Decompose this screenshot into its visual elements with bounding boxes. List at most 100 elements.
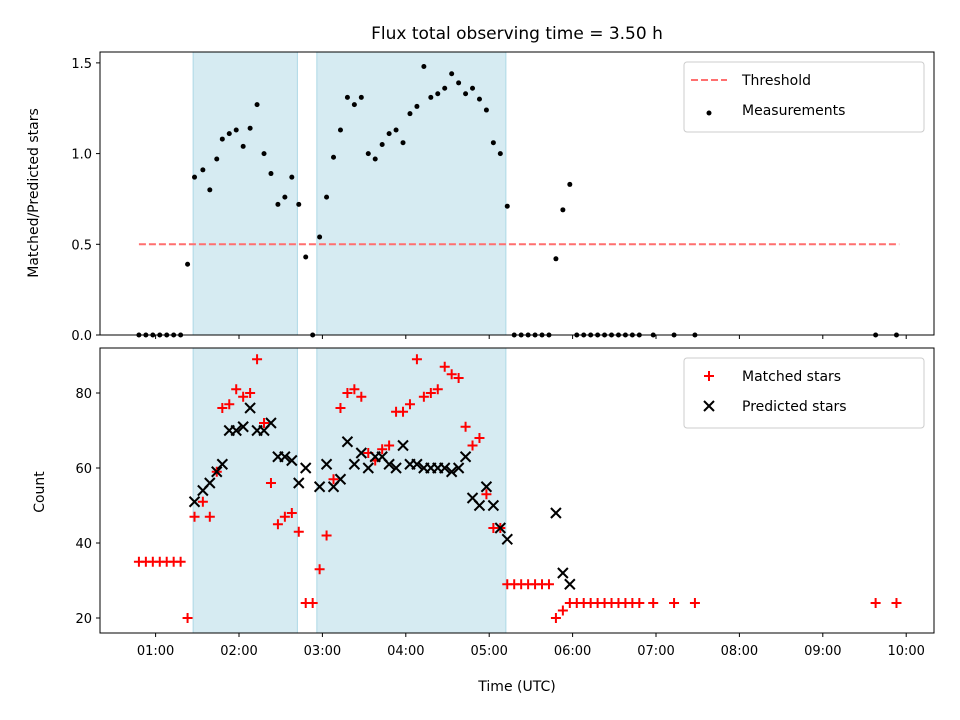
data-point [265,417,277,429]
legend-label: Measurements [742,103,845,119]
data-point [219,136,225,142]
data-point [377,444,388,455]
bottom-series-layer [133,354,902,623]
data-point [362,462,374,474]
data-point [259,418,270,428]
legend-label: Predicted stars [742,399,847,415]
data-point [233,127,239,133]
legend-box [683,357,925,429]
data-point [452,462,465,474]
x-tick-label: 01:00 [137,644,174,659]
data-point [328,474,339,485]
data-point [300,462,312,474]
data-point [286,454,298,467]
data-point [550,507,562,519]
data-point [321,530,332,541]
data-point [342,388,353,398]
data-point [483,107,489,113]
data-point [449,71,455,77]
x-tick-label: 10:00 [887,644,924,659]
legend-item: Matched stars [704,369,841,385]
shaded-interval-1 [192,51,298,336]
data-point [307,598,318,608]
data-point [459,451,472,463]
data-point [296,201,302,207]
data-point [341,436,354,448]
data-point [335,403,346,413]
data-point [351,102,357,108]
data-point [216,458,229,470]
data-point [275,201,281,207]
data-point [480,481,493,493]
data-point [238,391,249,402]
data-point [349,384,360,395]
top-legend: Threshold Measurements [683,61,925,133]
y-tick-label: 80 [75,387,92,402]
series-predicted-stars [188,402,576,590]
data-point [487,499,500,512]
data-point [204,511,215,522]
data-point [324,194,330,200]
data-point [317,234,323,240]
bottom-axes-frame [99,347,935,634]
y-tick-label: 20 [75,612,92,627]
y-tick-label: 60 [75,462,92,477]
data-point [365,151,371,157]
data-point [891,598,902,608]
legend-label: Threshold [741,73,811,89]
data-point [383,458,395,470]
data-point [870,598,881,608]
data-point [268,171,274,177]
data-point [265,478,276,488]
y-tick-label: 1.5 [71,57,92,72]
bottom-legend: Matched stars Predicted stars [683,357,925,429]
data-point [411,458,423,470]
data-point [494,522,507,534]
x-tick-label: 07:00 [637,644,674,659]
data-point [289,174,295,180]
data-point [490,140,496,146]
data-point [279,451,291,463]
data-point [200,167,206,173]
shaded-interval-2 [316,51,507,336]
data-point [348,458,361,470]
data-point [553,256,559,262]
data-point [497,151,503,157]
bottom-shaded-regions [192,347,507,634]
data-point [334,473,347,485]
data-point [404,399,415,410]
data-point [231,384,242,395]
data-point [197,496,208,507]
legend-box [683,61,925,133]
data-point [189,511,200,522]
data-point [474,433,485,443]
data-point [240,143,246,149]
data-point [564,578,576,590]
top-shaded-regions [192,51,507,336]
data-point [467,440,478,451]
data-point [398,406,409,417]
data-point [560,207,566,213]
data-point [407,111,413,117]
series-matched-stars [133,354,902,623]
top-y-ticks: 0.0 0.5 1.0 1.5 [71,57,100,344]
x-tick-label: 04:00 [387,644,424,659]
data-point [634,598,645,608]
data-point [379,142,385,148]
legend-label: Matched stars [742,369,841,385]
data-point [442,85,448,91]
data-point [224,399,235,410]
data-point [272,519,283,530]
data-point [473,499,486,512]
legend-swatch [704,371,714,381]
data-point [386,131,392,137]
data-point [456,80,462,86]
data-point [192,174,198,180]
data-point [356,391,367,402]
top-axes-frame [99,51,935,336]
data-point [414,103,420,109]
data-point [435,91,441,97]
data-point [188,496,201,508]
data-point [439,361,450,372]
